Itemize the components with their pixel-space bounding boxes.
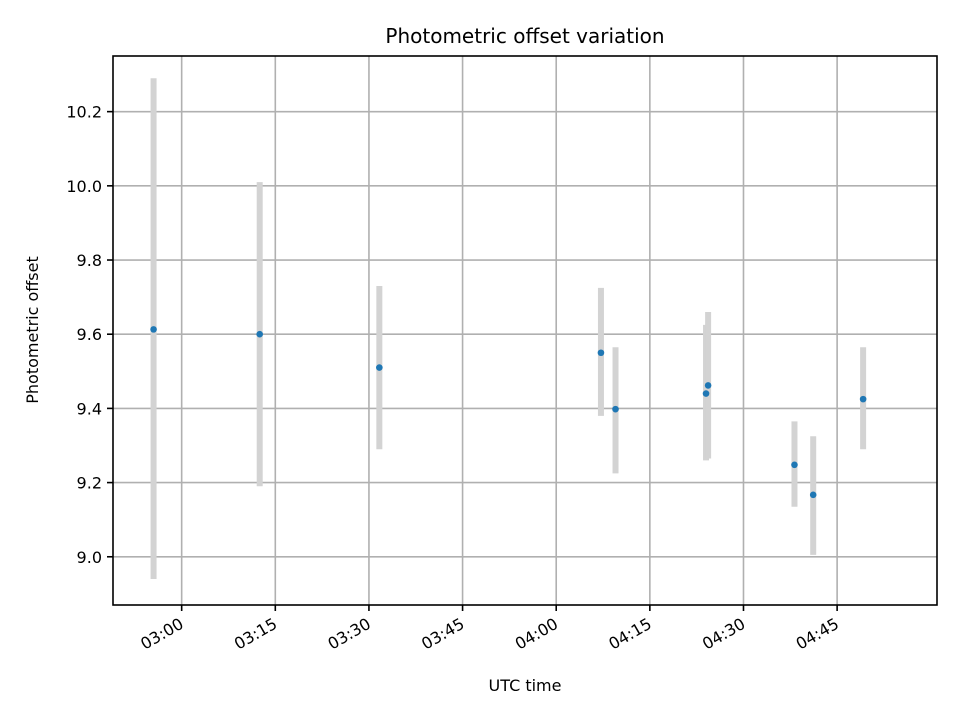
data-point	[256, 330, 263, 338]
x-tick-label: 03:45	[418, 614, 467, 654]
x-tick-label: 03:15	[231, 614, 280, 654]
y-tick-label: 9.4	[77, 399, 102, 418]
chart-title: Photometric offset variation	[385, 24, 664, 48]
y-tick-label: 9.6	[77, 325, 102, 344]
data-points	[150, 326, 867, 499]
y-tick-label: 9.2	[77, 474, 102, 493]
data-point	[859, 395, 867, 403]
x-tick-label: 03:30	[325, 614, 374, 654]
data-point	[702, 390, 710, 397]
x-tick-label: 03:00	[137, 614, 186, 654]
data-point	[376, 364, 383, 371]
data-point	[791, 461, 798, 469]
plot-frame	[112, 55, 938, 606]
grid	[113, 56, 937, 605]
y-tick-label: 10.2	[66, 103, 102, 122]
data-point	[597, 349, 605, 357]
x-tick-label: 04:15	[605, 614, 654, 654]
y-axis: 9.0 9.2 9.4 9.6 9.8 10.0 10.2	[66, 103, 113, 567]
data-point	[150, 326, 157, 333]
y-axis-label: Photometric offset	[23, 256, 42, 404]
x-tick-label: 04:45	[793, 614, 842, 654]
y-tick-label: 9.8	[77, 251, 102, 270]
x-tick-label: 04:00	[512, 614, 561, 654]
x-axis-label: UTC time	[489, 676, 562, 695]
plot-area	[113, 56, 937, 605]
x-axis: 03:00 03:15 03:30 03:45 04:00 04:15 04:30 04:45	[137, 605, 842, 654]
data-point	[612, 405, 619, 413]
y-tick-label: 9.0	[77, 548, 102, 567]
y-tick-label: 10.0	[66, 177, 102, 196]
data-point	[704, 382, 712, 389]
x-tick-label: 04:30	[699, 614, 748, 654]
data-point	[809, 491, 817, 499]
